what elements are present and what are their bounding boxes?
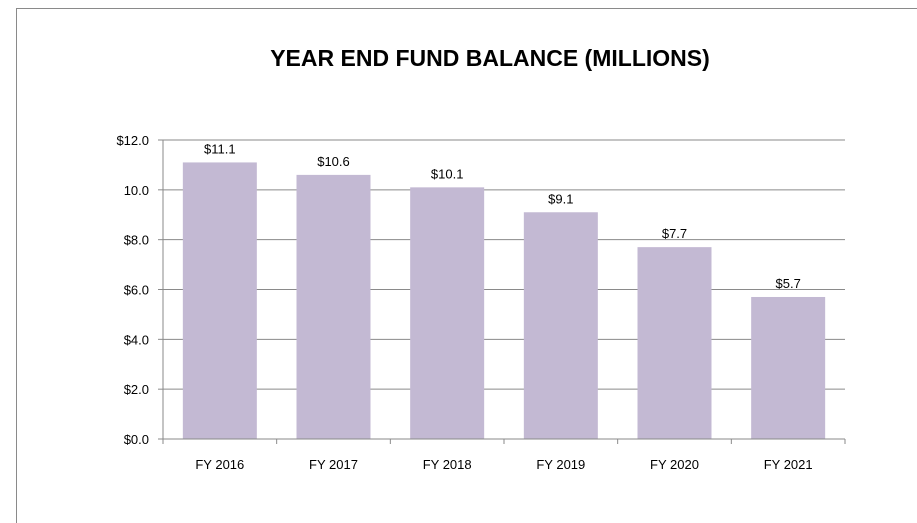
chart-title: YEAR END FUND BALANCE (MILLIONS) [270,45,710,71]
data-label: $9.1 [548,191,573,206]
x-tick-label: FY 2017 [309,457,358,472]
data-label: $11.1 [204,141,236,156]
x-tick-label: FY 2018 [423,457,472,472]
data-label: $10.6 [317,154,350,169]
bar [182,162,257,440]
y-tick-label: $4.0 [124,332,149,347]
axes [158,139,846,444]
y-tick-label: $12.0 [116,133,149,148]
y-tick-label: $0.0 [124,432,149,447]
x-tick-label: FY 2016 [195,457,244,472]
y-tick-label: 10.0 [124,183,149,198]
labels: $0.0 $2.0 $4.0 $6.0 $8.0 10.0 $12.0 $11.1 FY 201… [116,133,812,472]
bar [637,247,712,439]
gridlines [163,139,845,390]
bar [523,212,598,439]
data-label: $10.1 [431,166,464,181]
bar [296,174,371,439]
bars [182,162,826,440]
y-tick-label: $6.0 [124,283,149,298]
data-label: $5.7 [776,276,801,291]
bar [410,187,485,439]
bar [751,296,826,439]
x-tick-label: FY 2021 [764,457,813,472]
y-tick-label: $8.0 [124,233,149,248]
data-label: $7.7 [662,226,687,241]
x-tick-label: FY 2019 [536,457,585,472]
y-tick-label: $2.0 [124,382,149,397]
x-tick-label: FY 2020 [650,457,699,472]
